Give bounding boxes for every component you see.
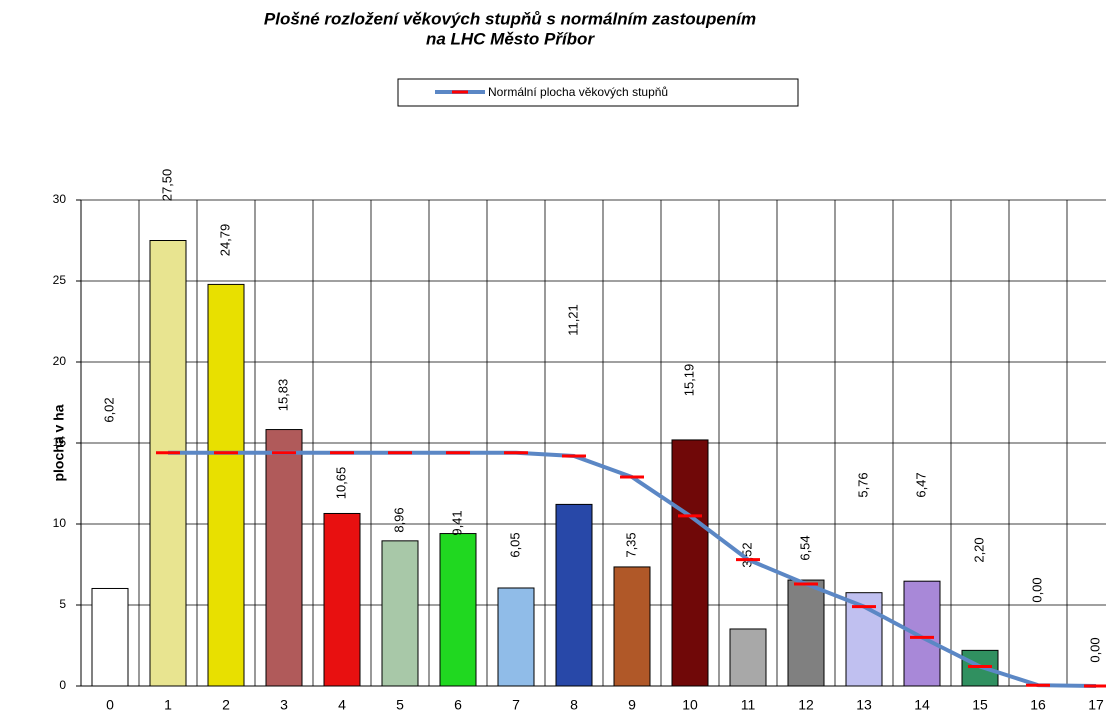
bar (91, 587, 129, 687)
value-label: 11,21 (565, 304, 580, 336)
value-label: 27,50 (159, 169, 174, 202)
x-tick-label: 2 (222, 697, 230, 713)
bar (729, 628, 767, 687)
value-label: 0,00 (1029, 577, 1044, 602)
bar (265, 429, 303, 687)
bar (381, 540, 419, 687)
value-label: 0,00 (1087, 637, 1102, 662)
chart-title: Plošné rozložení věkových stupňů s normá… (264, 9, 756, 28)
y-tick-label: 15 (53, 435, 67, 449)
bar (613, 566, 651, 687)
value-label: 15,19 (681, 364, 696, 397)
x-tick-label: 5 (396, 697, 404, 713)
bar (207, 283, 245, 687)
chart-subtitle: na LHC Město Příbor (426, 29, 596, 48)
x-tick-label: 12 (798, 697, 814, 713)
value-label: 6,54 (797, 535, 812, 560)
value-label: 5,76 (855, 472, 870, 497)
y-tick-label: 10 (53, 516, 67, 530)
bar (787, 579, 825, 687)
y-tick-label: 5 (59, 597, 66, 611)
value-label: 7,35 (623, 532, 638, 557)
x-tick-label: 10 (682, 697, 698, 713)
x-tick-label: 16 (1030, 697, 1046, 713)
x-tick-label: 14 (914, 697, 930, 713)
value-label: 6,02 (101, 397, 116, 422)
y-tick-label: 25 (53, 273, 67, 287)
value-label: 6,47 (913, 472, 928, 497)
bar (439, 533, 477, 687)
x-tick-label: 9 (628, 697, 636, 713)
value-label: 10,65 (333, 467, 348, 500)
x-tick-label: 8 (570, 697, 578, 713)
y-tick-label: 20 (53, 354, 67, 368)
value-label: 9,41 (449, 510, 464, 535)
x-tick-label: 15 (972, 697, 988, 713)
bar (555, 503, 593, 687)
y-axis-label: plocha v ha (51, 404, 67, 481)
y-tick-label: 30 (53, 192, 67, 206)
bar (497, 587, 535, 687)
bar (323, 512, 361, 687)
legend-label: Normální plocha věkových stupňů (488, 85, 668, 99)
x-tick-label: 0 (106, 697, 114, 713)
value-label: 2,20 (971, 537, 986, 562)
x-tick-label: 4 (338, 697, 346, 713)
bar (149, 240, 187, 687)
x-tick-label: 3 (280, 697, 288, 713)
bar (671, 439, 709, 687)
y-tick-label: 0 (59, 678, 66, 692)
value-label: 15,83 (275, 379, 290, 412)
bar (903, 580, 941, 687)
x-tick-label: 1 (164, 697, 172, 713)
x-tick-label: 13 (856, 697, 872, 713)
x-tick-label: 11 (741, 697, 756, 713)
x-tick-label: 6 (454, 697, 462, 713)
value-label: 24,79 (217, 224, 232, 257)
value-label: 6,05 (507, 532, 522, 557)
x-tick-label: 17 (1088, 697, 1104, 713)
value-label: 8,96 (391, 507, 406, 532)
x-tick-label: 7 (512, 697, 520, 713)
